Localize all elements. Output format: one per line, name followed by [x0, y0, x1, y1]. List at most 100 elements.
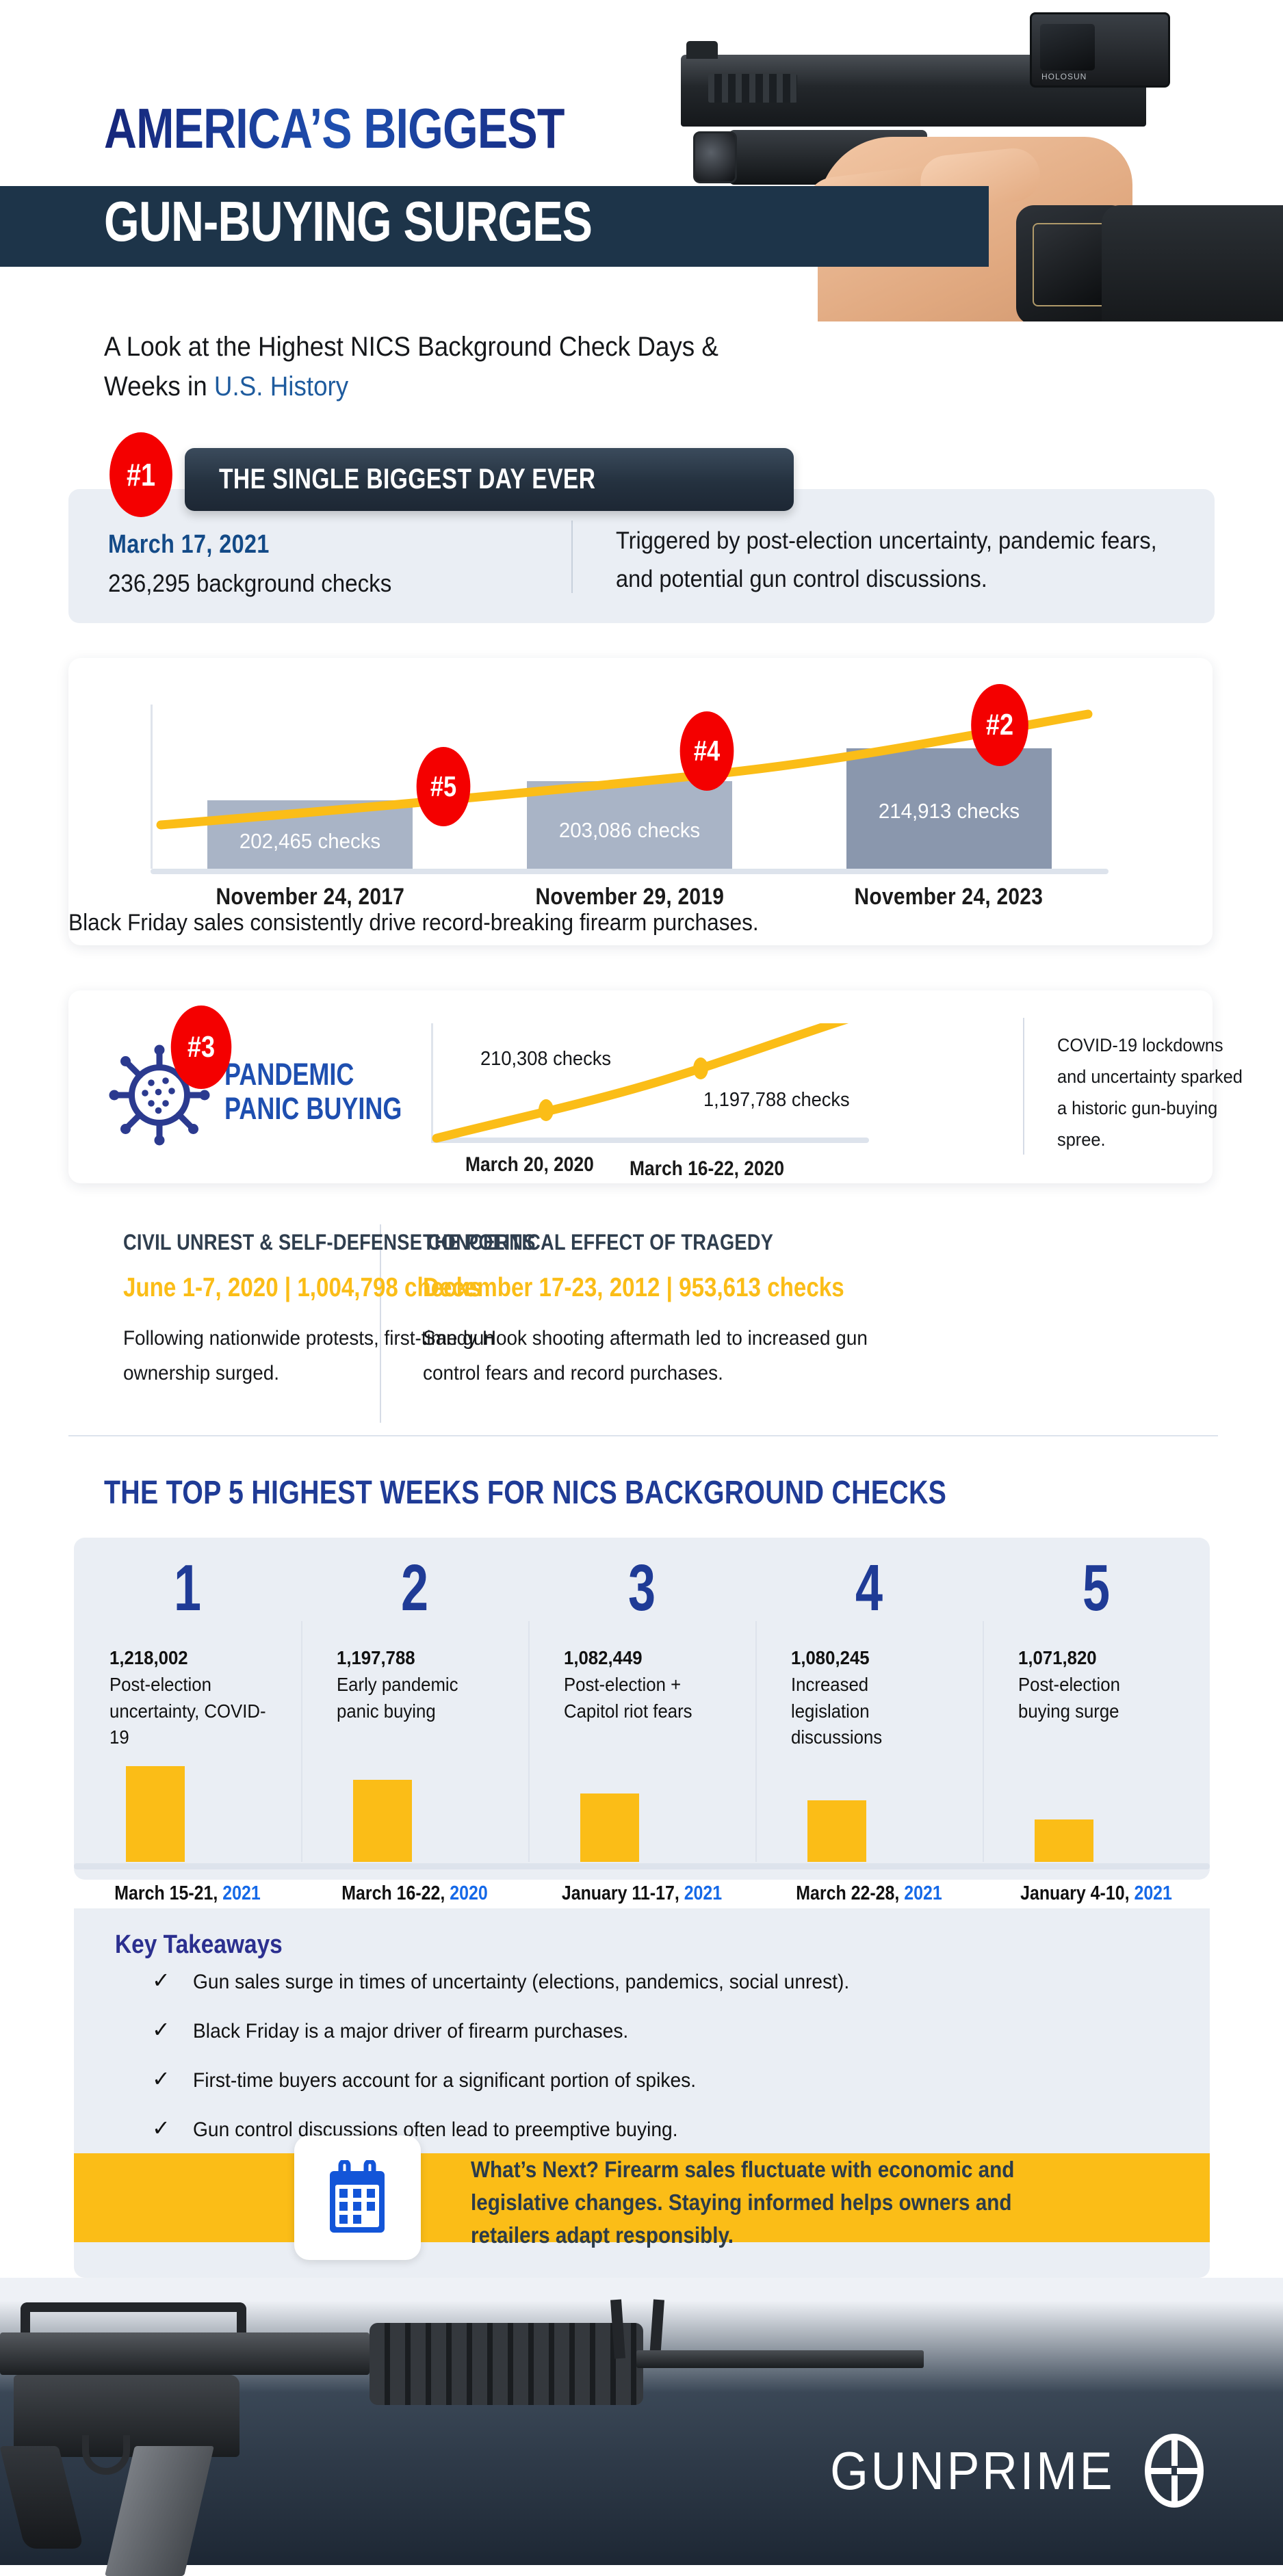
column-heading: THE POLITICAL EFFECT OF TRAGEDY: [423, 1230, 774, 1254]
section-1-heading-bar: THE SINGLE BIGGEST DAY EVER: [185, 448, 794, 511]
cta-icon-box: [294, 2135, 421, 2260]
x-axis: [151, 869, 1109, 874]
column-political-effect: THE POLITICAL EFFECT OF TRAGEDY December…: [423, 1230, 909, 1391]
checks-value: 1,082,449: [564, 1647, 643, 1668]
rank-number: 1: [173, 1551, 202, 1625]
checks-value: 1,080,245: [791, 1647, 870, 1668]
top5-title: THE TOP 5 HIGHEST WEEKS FOR NICS BACKGRO…: [104, 1475, 947, 1511]
top5-date-label: January 11-17, 2021: [544, 1882, 740, 1905]
cta-banner: [74, 2153, 1210, 2242]
rank-badge-4: #4: [679, 711, 734, 791]
top5-card: 1 1,218,002 Post-election uncertainty, COV…: [74, 1538, 1210, 1880]
page-subtitle: A Look at the Highest NICS Background Ch…: [104, 327, 734, 406]
checks-description: Increased legislation discussions: [791, 1674, 883, 1748]
top5-column-5: 5 1,071,820 Post-election buying surge: [983, 1538, 1210, 1880]
calendar-icon: [330, 2160, 385, 2233]
top5-date-label: March 16-22, 2020: [317, 1882, 513, 1905]
top5-date-labels: March 15-21, 2021 March 16-22, 2020 Januar…: [74, 1882, 1210, 1905]
checks-description: Post-election buying surge: [1018, 1674, 1120, 1722]
black-friday-plot: 202,465 checks 203,086 checks 214,913 ch…: [151, 705, 1109, 874]
pandemic-divider: [1023, 1018, 1024, 1155]
section-1-date: March 17, 2021: [108, 530, 270, 559]
column-body: Sandy Hook shooting aftermath led to inc…: [423, 1327, 868, 1384]
optic-lens: [1040, 24, 1095, 70]
pandemic-label-week: 1,197,788 checks: [703, 1089, 850, 1111]
hero-section: HOLOSUN TLR-1 HL AMERICA’S BIGGEST GUN-B…: [0, 0, 1283, 321]
top5-date-label: March 15-21, 2021: [90, 1882, 285, 1905]
date-text: March 22-28,: [796, 1882, 905, 1904]
rank-badge-1: #1: [109, 432, 172, 517]
rank-badge-3: #3: [170, 1006, 232, 1089]
subtitle-link[interactable]: U.S. History: [213, 371, 349, 402]
pandemic-y-axis: [431, 1023, 433, 1143]
top5-date-label: January 4-10, 2021: [998, 1882, 1194, 1905]
rifle-carry-handle: [21, 2302, 246, 2335]
rifle-handguard: [370, 2323, 643, 2405]
red-dot-optic-icon: HOLOSUN: [1030, 12, 1170, 88]
brand-name: GUNPRIME: [829, 2440, 1115, 2501]
section-1-heading: THE SINGLE BIGGEST DAY EVER: [219, 462, 596, 495]
pandemic-label-day: 210,308 checks: [480, 1048, 611, 1070]
rank-badge-5: #5: [416, 747, 471, 826]
column-stat: December 17-23, 2012 | 953,613 checks: [423, 1273, 844, 1302]
cta-text: What’s Next? Firearm sales fluctuate wit…: [471, 2157, 1015, 2248]
bar-label-2017: 202,465 checks: [239, 829, 381, 853]
two-column-section: CIVIL UNREST & SELF-DEFENSE CONCERNS Jun…: [68, 1224, 1218, 1430]
black-friday-date-labels: November 24, 2017 November 29, 2019 Nove…: [151, 884, 1109, 910]
optic-brand-text: HOLOSUN: [1041, 72, 1087, 81]
column-body: Following nationwide protests, first-tim…: [123, 1327, 495, 1384]
pistol-front-sight-icon: [686, 41, 718, 59]
black-friday-chart-card: 202,465 checks 203,086 checks 214,913 ch…: [68, 658, 1213, 945]
key-takeaway-text: First-time buyers account for a signific…: [193, 2069, 697, 2092]
rifle-photo: [0, 2290, 924, 2576]
subtitle-text: A Look at the Highest NICS Background Ch…: [104, 332, 718, 402]
weapon-light-bezel: [693, 131, 737, 183]
key-takeaway-text: Black Friday is a major driver of firear…: [193, 2020, 629, 2042]
top5-axis: [74, 1863, 1210, 1869]
checks-bar: [580, 1793, 639, 1862]
section-divider: [68, 1435, 1218, 1436]
section-1-panel: March 17, 2021 236,295 background checks…: [68, 489, 1215, 623]
top5-column-2: 2 1,197,788 Early pandemic panic buying: [301, 1538, 528, 1880]
rank-badge-2: #2: [971, 684, 1028, 766]
check-icon: ✓: [152, 2066, 170, 2091]
key-takeaway-text: Gun control discussions often lead to pr…: [193, 2118, 678, 2141]
column-separator: [301, 1621, 302, 1862]
date-year: 2021: [222, 1882, 261, 1904]
date-text: March 15-21,: [114, 1882, 223, 1904]
coronavirus-icon: [109, 1044, 210, 1146]
check-icon: ✓: [152, 1968, 170, 1993]
date-label-2023: November 24, 2023: [854, 884, 1044, 910]
key-takeaway-item: ✓ Gun sales surge in times of uncertainty…: [144, 1968, 1136, 2019]
page-title-line2: GUN-BUYING SURGES: [104, 189, 593, 253]
key-takeaway-item: ✓ First-time buyers account for a signifi…: [144, 2066, 1136, 2118]
pandemic-description: COVID-19 lockdowns and uncertainty spark…: [1057, 1035, 1243, 1150]
date-year: 2021: [1134, 1882, 1172, 1904]
bar-2023: 214,913 checks: [846, 748, 1052, 869]
pandemic-card: PANDEMIC PANIC BUYING 210,308 checks 1,1…: [68, 990, 1243, 1183]
top5-column-4: 4 1,080,245 Increased legislation discussi…: [755, 1538, 983, 1880]
pandemic-title-line1: PANDEMIC: [224, 1057, 354, 1092]
key-takeaway-text: Gun sales surge in times of uncertainty …: [193, 1971, 850, 1993]
pandemic-title: PANDEMIC PANIC BUYING: [224, 1057, 402, 1127]
crosshair-oval-icon: [1145, 2434, 1204, 2508]
checks-value: 1,218,002: [109, 1647, 188, 1668]
date-label-2017: November 24, 2017: [216, 884, 405, 910]
page-title-line1: AMERICA’S BIGGEST: [104, 100, 597, 157]
pandemic-title-line2: PANIC BUYING: [224, 1091, 402, 1127]
pandemic-trend-line: [432, 1023, 849, 1143]
date-label-2019: November 29, 2019: [535, 884, 724, 910]
checks-bar: [126, 1766, 185, 1862]
date-year: 2020: [450, 1882, 488, 1904]
rank-number: 5: [1082, 1551, 1111, 1625]
top5-column-3: 3 1,082,449 Post-election + Capitol riot f…: [528, 1538, 755, 1880]
rank-number: 4: [855, 1551, 883, 1625]
title-band: [0, 186, 989, 267]
key-takeaways-title: Key Takeaways: [115, 1930, 283, 1959]
checks-description: Early pandemic panic buying: [337, 1674, 458, 1722]
key-takeaway-item: ✓ Gun control discussions often lead to p…: [144, 2116, 1136, 2167]
rank-number: 2: [400, 1551, 429, 1625]
brand-logo[interactable]: GUNPRIME: [818, 2434, 1204, 2508]
checks-bar: [807, 1800, 866, 1862]
bar-label-2019: 203,086 checks: [558, 817, 701, 842]
